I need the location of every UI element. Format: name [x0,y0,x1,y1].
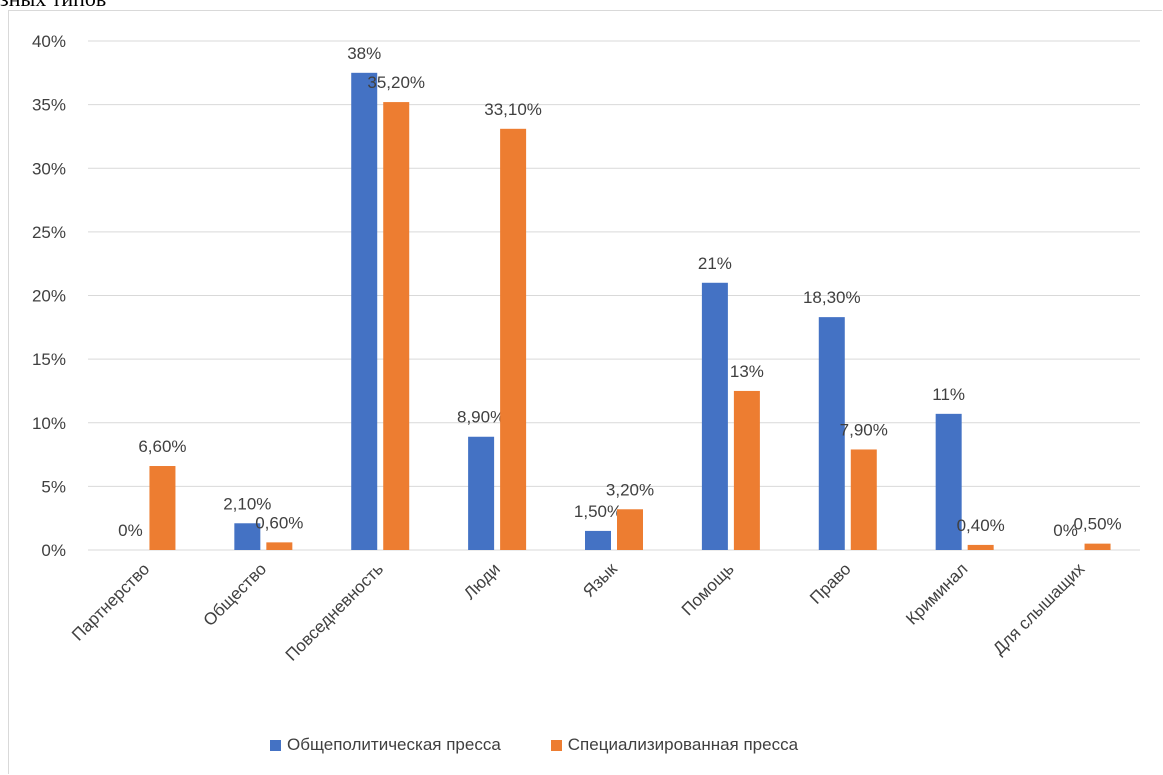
data-label: 18,30% [803,288,861,307]
bar-specialized [967,544,994,550]
bar-general [468,436,495,550]
legend-label-series-2: Специализированная пресса [567,735,799,754]
x-tick-label: Люди [460,559,504,603]
x-tick-label: Право [806,559,854,607]
legend-item-series-1: Общеполитическая пресса [270,735,501,755]
data-label: 6,60% [138,437,186,456]
chart-legend: Общеполитическая пресса Специализированн… [270,735,798,755]
legend-swatch-blue [270,739,281,751]
truncated-heading-text: зных типов [0,0,106,12]
data-label: 0,50% [1073,515,1121,534]
bar-chart: 0% 5% 10% 15% 20% 25% 30% 35% 40% 0% 6,60% Партнерс… [32,32,1140,665]
bar-specialized [383,102,410,550]
y-tick-label: 20% [32,287,66,306]
data-label: 0,60% [255,513,303,532]
legend-label-series-1: Общеполитическая пресса [287,735,501,754]
y-tick-label: 35% [32,96,66,115]
y-tick-label: 10% [32,414,66,433]
x-tick-label: Помощь [678,559,738,619]
y-tick-label: 40% [32,32,66,51]
x-tick-label: Партнерство [68,559,153,644]
x-tick-label: Повседневность [282,559,387,664]
bar-general [234,523,261,550]
data-label: 0,40% [957,516,1005,535]
bar-specialized [850,449,877,550]
data-label: 3,20% [606,480,654,499]
data-label: 38% [347,44,381,63]
bar-general [585,530,611,550]
x-tick-label: Язык [579,559,621,601]
data-label: 1,50% [574,502,622,521]
data-label: 2,10% [223,494,271,513]
bar-specialized [500,128,527,551]
y-tick-label: 5% [41,477,66,496]
data-label: 33,10% [484,100,542,119]
data-label: 8,90% [457,408,505,427]
x-tick-label: Общество [200,559,271,630]
bar-specialized [1084,543,1111,550]
x-tick-label: Для слышащих [989,559,1088,658]
bar-general [351,72,378,550]
data-label: 7,90% [840,420,888,439]
bar-specialized [617,509,643,550]
y-tick-label: 15% [32,350,66,369]
data-label: 13% [730,362,764,381]
data-label: 0% [1053,521,1078,540]
data-label: 35,20% [367,73,425,92]
bar-specialized [149,466,176,550]
chart-area [8,10,1162,774]
y-tick-label: 25% [32,223,66,242]
bar-specialized [733,390,760,550]
legend-swatch-orange [550,739,562,751]
data-label: 0% [118,521,143,540]
bar-general [818,317,845,550]
data-label: 11% [932,385,965,404]
bar-specialized [266,542,293,550]
bar-general [935,413,962,550]
legend-item-series-2: Специализированная пресса [550,735,799,755]
bar-general [701,282,728,550]
x-tick-label: Криминал [902,559,971,628]
y-tick-label: 30% [32,159,66,178]
data-label: 21% [698,254,732,273]
y-tick-label: 0% [41,541,66,560]
